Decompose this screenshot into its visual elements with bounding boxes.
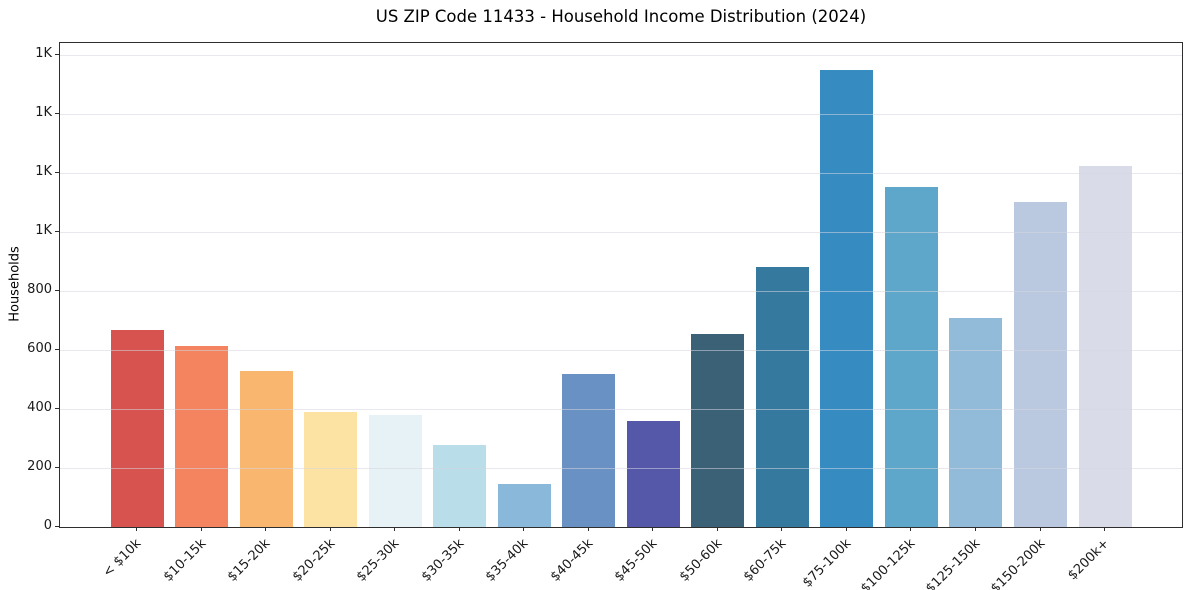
bar-$10-15k	[175, 346, 229, 527]
y-tick-mark	[55, 53, 59, 55]
bar-$20-25k	[304, 411, 358, 527]
x-tick-mark	[136, 527, 137, 531]
y-tick-label: 1K	[35, 104, 52, 120]
bar-$125-150k	[949, 317, 1003, 527]
x-tick-label: < $10k	[100, 536, 145, 581]
x-tick-mark	[781, 527, 783, 531]
x-tick-mark	[458, 527, 460, 531]
x-tick-mark	[265, 527, 267, 531]
y-tick-label: 200	[27, 459, 52, 474]
bar-$30-35k	[433, 445, 487, 527]
bar-$60-75k	[755, 267, 809, 527]
gridline-1000	[60, 231, 1182, 233]
y-tick-mark	[55, 289, 59, 291]
y-tick-mark	[55, 230, 59, 232]
x-tick-mark	[1039, 527, 1041, 531]
x-tick-mark	[845, 527, 847, 531]
y-tick-label: 0	[43, 518, 52, 533]
bar-$25-30k	[368, 414, 422, 527]
y-tick-label: 1K	[35, 163, 52, 179]
gridline-200	[60, 468, 1182, 469]
y-tick-mark	[55, 348, 59, 350]
chart-title: US ZIP Code 11433 - Household Income Dis…	[375, 7, 867, 26]
x-tick-mark	[652, 527, 654, 531]
y-tick-label: 1K	[35, 222, 52, 238]
bar-< $10k	[110, 330, 164, 527]
plot-area	[59, 42, 1183, 528]
y-tick-mark	[55, 112, 59, 114]
x-tick-mark	[716, 527, 718, 531]
y-tick-mark	[55, 408, 59, 409]
x-tick-mark	[974, 527, 976, 531]
bar-$35-40k	[497, 484, 551, 527]
bar-$15-20k	[239, 370, 293, 527]
y-tick-label: 600	[27, 340, 52, 356]
bar-$150-200k	[1013, 202, 1067, 527]
x-tick-mark	[587, 527, 589, 531]
y-tick-mark	[55, 171, 59, 173]
gridline-1600	[60, 54, 1182, 56]
bar-$50-60k	[691, 333, 745, 527]
gridline-1400	[60, 113, 1182, 115]
x-tick-mark	[329, 527, 331, 531]
gridline-600	[60, 349, 1182, 351]
bar-$75-100k	[820, 69, 874, 527]
y-tick-mark	[55, 467, 59, 468]
x-tick-mark	[523, 527, 525, 531]
bar-$100-125k	[884, 187, 938, 527]
x-tick-mark	[1104, 527, 1105, 531]
bar-$200k+	[1078, 165, 1132, 527]
bar-$40-45k	[562, 373, 616, 527]
gridline-1200	[60, 172, 1182, 174]
y-tick-label: 400	[27, 400, 52, 415]
y-tick-mark	[55, 526, 59, 527]
gridline-800	[60, 290, 1182, 292]
y-tick-label: 1K	[35, 45, 52, 61]
y-tick-label: 800	[27, 281, 52, 297]
gridline-400	[60, 409, 1182, 410]
x-tick-mark	[394, 527, 396, 531]
bar-$45-50k	[626, 420, 680, 527]
x-tick-mark	[200, 527, 202, 531]
x-tick-mark	[910, 527, 912, 531]
